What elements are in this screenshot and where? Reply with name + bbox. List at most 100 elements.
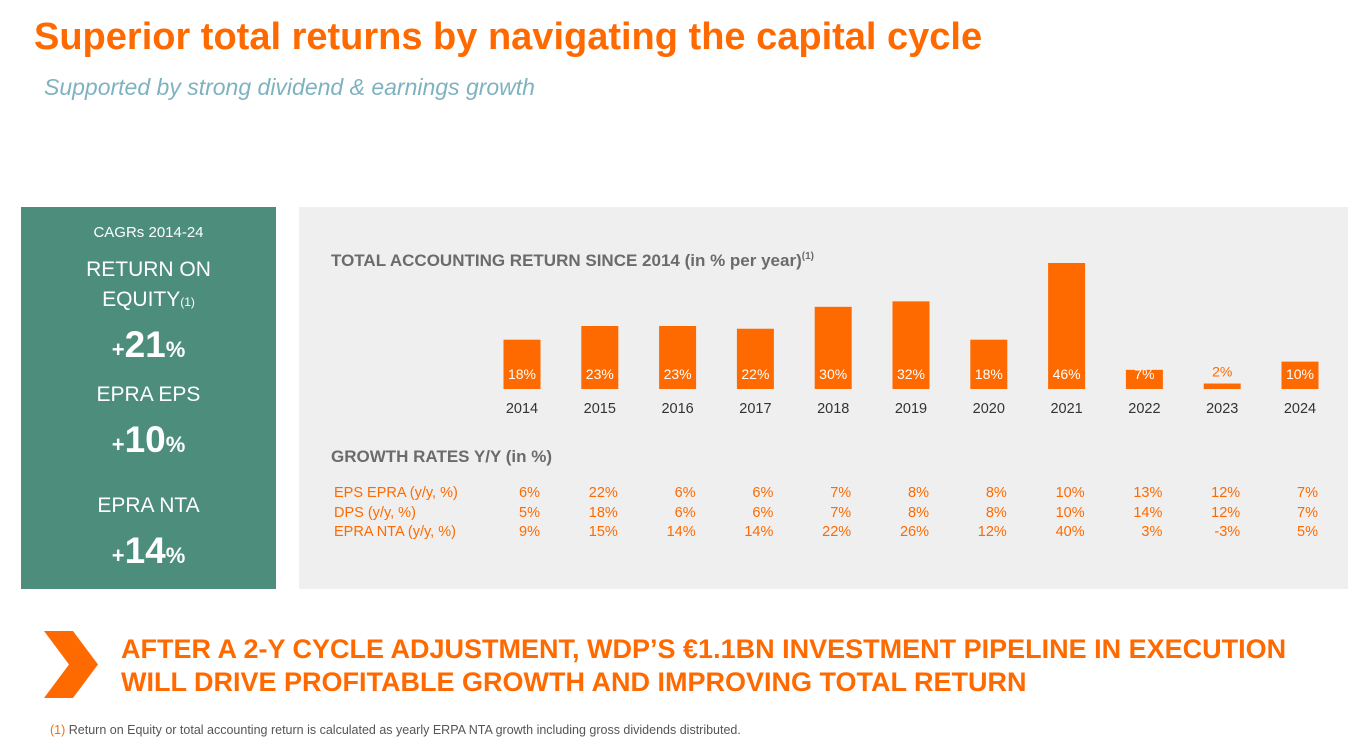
bar-2016 xyxy=(659,326,697,389)
bar-value-label-2016: 23% xyxy=(664,366,692,382)
growth-cell: 8% xyxy=(986,485,1007,501)
x-tick-label-2016: 2016 xyxy=(661,401,693,417)
x-tick-label-2019: 2019 xyxy=(895,401,927,417)
growth-cell: 14% xyxy=(744,524,773,540)
footnote-ref: (1) xyxy=(50,723,66,737)
bar-value-label-2023: 2% xyxy=(1212,364,1232,380)
growth-cell: 22% xyxy=(589,485,618,501)
kpi-roe-footnote-ref: (1) xyxy=(180,295,195,309)
callout-line-1: AFTER A 2-Y CYCLE ADJUSTMENT, WDP’S €1.1… xyxy=(121,634,1287,664)
growth-cell: 6% xyxy=(675,505,696,521)
bar-2015 xyxy=(581,326,619,389)
growth-cell: 12% xyxy=(978,524,1007,540)
kpi-eps-value: +10% xyxy=(21,419,276,461)
chart-title-text: TOTAL ACCOUNTING RETURN SINCE 2014 (in %… xyxy=(331,251,802,270)
growth-cell: 8% xyxy=(908,485,929,501)
chart-title: TOTAL ACCOUNTING RETURN SINCE 2014 (in %… xyxy=(331,251,814,271)
cagr-panel: CAGRs 2014-24 RETURN ON EQUITY(1) +21% E… xyxy=(21,207,276,589)
bar-2022 xyxy=(1125,369,1163,389)
growth-cell: 14% xyxy=(1133,505,1162,521)
growth-cell: 8% xyxy=(986,505,1007,521)
kpi-nta-plus: + xyxy=(111,543,125,568)
bar-2020 xyxy=(970,339,1008,389)
kpi-eps-unit: % xyxy=(165,432,186,457)
kpi-nta-unit: % xyxy=(165,543,186,568)
page-title: Superior total returns by navigating the… xyxy=(34,16,983,58)
growth-cell: 12% xyxy=(1211,485,1240,501)
growth-cell: 7% xyxy=(830,485,851,501)
growth-cell: 7% xyxy=(1297,505,1318,521)
growth-cell: 12% xyxy=(1211,505,1240,521)
growth-cell: 13% xyxy=(1133,485,1162,501)
growth-row-label: EPS EPRA (y/y, %) xyxy=(334,485,458,501)
bar-value-label-2018: 30% xyxy=(819,366,847,382)
growth-cell: 40% xyxy=(1056,524,1085,540)
kpi-nta-number: 14 xyxy=(124,530,166,571)
kpi-roe-unit: % xyxy=(165,337,186,362)
chevron-right-icon xyxy=(44,631,98,698)
bar-value-label-2024: 10% xyxy=(1286,366,1314,382)
growth-cell: 10% xyxy=(1056,505,1085,521)
growth-cell: 15% xyxy=(589,524,618,540)
growth-cell: 7% xyxy=(1297,485,1318,501)
growth-cell: 9% xyxy=(519,524,540,540)
kpi-eps-label: EPRA EPS xyxy=(96,383,201,406)
bar-value-label-2021: 46% xyxy=(1053,366,1081,382)
bar-2019 xyxy=(892,301,930,389)
cagr-heading: CAGRs 2014-24 xyxy=(93,224,204,241)
growth-cell: 18% xyxy=(589,505,618,521)
x-tick-label-2017: 2017 xyxy=(739,401,771,417)
x-tick-label-2014: 2014 xyxy=(506,401,538,417)
bar-2024 xyxy=(1281,361,1319,389)
kpi-nta-value: +14% xyxy=(21,530,276,572)
chart-title-footnote-ref: (1) xyxy=(801,251,814,262)
bar-2023 xyxy=(1203,383,1241,389)
growth-cell: -3% xyxy=(1214,524,1240,540)
bar-value-label-2020: 18% xyxy=(975,366,1003,382)
bar-value-label-2015: 23% xyxy=(586,366,614,382)
callout-line-2: WILL DRIVE PROFITABLE GROWTH AND IMPROVI… xyxy=(121,667,1027,697)
x-tick-label-2020: 2020 xyxy=(973,401,1005,417)
footnote-text: Return on Equity or total accounting ret… xyxy=(65,723,741,737)
growth-row-label: DPS (y/y, %) xyxy=(334,505,416,521)
footnote: (1) Return on Equity or total accounting… xyxy=(50,723,741,737)
kpi-roe-value: +21% xyxy=(21,324,276,366)
growth-row-label: EPRA NTA (y/y, %) xyxy=(334,524,456,540)
bar-value-label-2022: 7% xyxy=(1134,366,1154,382)
x-tick-label-2021: 2021 xyxy=(1050,401,1082,417)
x-tick-label-2024: 2024 xyxy=(1284,401,1316,417)
growth-rates-title: GROWTH RATES Y/Y (in %) xyxy=(331,447,553,466)
growth-cell: 10% xyxy=(1056,485,1085,501)
kpi-eps-number: 10 xyxy=(124,419,166,460)
x-tick-label-2015: 2015 xyxy=(584,401,616,417)
growth-cell: 26% xyxy=(900,524,929,540)
kpi-roe-label-line1: RETURN ON xyxy=(86,258,211,281)
growth-cell: 5% xyxy=(1297,524,1318,540)
bar-2014 xyxy=(503,339,541,389)
growth-cell: 7% xyxy=(830,505,851,521)
bar-2018 xyxy=(814,306,852,389)
growth-cell: 6% xyxy=(752,485,773,501)
page-subtitle: Supported by strong dividend & earnings … xyxy=(44,74,535,100)
growth-cell: 14% xyxy=(667,524,696,540)
x-tick-label-2022: 2022 xyxy=(1128,401,1160,417)
kpi-roe-number: 21 xyxy=(124,324,166,365)
growth-cell: 3% xyxy=(1141,524,1162,540)
kpi-roe-label-line2: EQUITY xyxy=(102,288,181,311)
chart-panel: TOTAL ACCOUNTING RETURN SINCE 2014 (in %… xyxy=(299,207,1348,589)
growth-cell: 6% xyxy=(675,485,696,501)
bar-2021 xyxy=(1048,263,1086,389)
bar-value-label-2017: 22% xyxy=(741,366,769,382)
callout-message: AFTER A 2-Y CYCLE ADJUSTMENT, WDP’S €1.1… xyxy=(121,633,1286,699)
total-return-bar-chart: 18% 2014 23% 2015 23% 2016 22% 2017 30% 2018 32% 20… xyxy=(334,263,1319,540)
kpi-nta-label: EPRA NTA xyxy=(97,494,200,517)
bar-value-label-2019: 32% xyxy=(897,366,925,382)
bar-value-label-2014: 18% xyxy=(508,366,536,382)
growth-cell: 22% xyxy=(822,524,851,540)
growth-cell: 6% xyxy=(519,485,540,501)
bar-2017 xyxy=(736,328,774,389)
x-tick-label-2018: 2018 xyxy=(817,401,849,417)
kpi-roe-plus: + xyxy=(111,337,125,362)
growth-cell: 5% xyxy=(519,505,540,521)
growth-cell: 8% xyxy=(908,505,929,521)
